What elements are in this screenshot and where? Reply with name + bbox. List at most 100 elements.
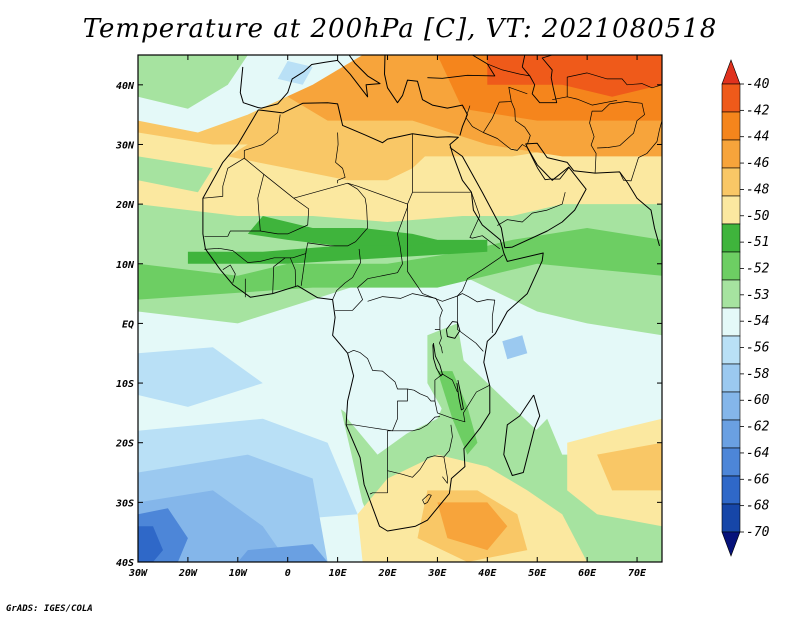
country-border	[289, 257, 297, 287]
field-region	[138, 156, 213, 193]
colorbar-swatch	[721, 223, 741, 253]
country-border	[619, 120, 662, 182]
country-border	[483, 86, 528, 133]
colorbar-label: -56	[746, 341, 770, 356]
field-region	[138, 228, 662, 300]
colorbar-label: -48	[746, 182, 770, 197]
country-border	[457, 296, 484, 352]
country-border	[589, 101, 645, 174]
country-border	[387, 424, 453, 478]
lon-tick-label: 50E	[528, 568, 547, 579]
temperature-field	[138, 55, 662, 562]
country-border	[407, 204, 504, 302]
country-border	[387, 416, 440, 432]
field-region	[138, 347, 263, 407]
lon-tick-label: 70E	[628, 568, 647, 579]
colorbar-swatch	[721, 475, 741, 505]
lat-tick-label: 30N	[115, 140, 135, 151]
colorbar-top-arrow	[721, 59, 741, 85]
lat-tick-label: 10S	[116, 379, 134, 390]
colorbar-swatch	[721, 167, 741, 197]
country-border	[332, 248, 361, 300]
colorbar-label: -54	[746, 314, 769, 329]
lon-tick-label: 30E	[427, 568, 447, 579]
colorbar-swatch	[721, 279, 741, 309]
country-border	[497, 192, 566, 226]
coastlines-borders	[202, 55, 662, 532]
colorbar-label: -70	[746, 525, 770, 540]
field-region	[427, 323, 563, 491]
colorbar-label: -68	[746, 499, 770, 514]
country-border	[222, 264, 236, 283]
lon-tick-label: 10E	[329, 568, 348, 579]
colorbar-label: -40	[746, 77, 770, 92]
country-border	[369, 430, 388, 495]
field-region	[138, 55, 248, 109]
lat-tick-label: 20S	[115, 439, 134, 450]
colorbar-swatch	[721, 195, 741, 225]
colorbar-swatch	[721, 391, 741, 421]
grads-credit: GrADS: IGES/COLA	[6, 604, 93, 614]
country-border	[510, 101, 531, 145]
lon-tick-label: 30W	[128, 568, 148, 579]
lon-tick-label: 40E	[478, 568, 497, 579]
country-border	[510, 144, 528, 151]
field-region	[237, 544, 328, 562]
lon-tick-label: 0	[285, 568, 291, 579]
colorbar-label: -44	[746, 130, 769, 145]
colorbar-bottom-arrow	[721, 531, 741, 557]
colorbar-swatch	[721, 111, 741, 141]
europe-coastline	[239, 55, 381, 109]
lat-tick-label: 30S	[115, 498, 134, 509]
country-border	[552, 96, 618, 106]
colorbar-swatch	[721, 307, 741, 337]
field-region	[227, 144, 438, 181]
lake-victoria	[445, 321, 461, 339]
colorbar-label: -42	[746, 103, 770, 118]
field-region	[487, 55, 662, 97]
madagascar-coastline	[503, 394, 541, 476]
lat-tick-label: EQ	[122, 319, 134, 330]
lat-tick-label: 40N	[116, 81, 135, 92]
colorbar-label: -60	[746, 393, 770, 408]
turkey-levant-coastline	[384, 55, 468, 136]
country-border	[300, 250, 307, 286]
field-region	[277, 61, 313, 85]
field-region	[502, 335, 528, 360]
colorbar-swatch	[721, 447, 741, 477]
caspian-coastline	[521, 55, 558, 104]
lon-tick-label: 20W	[178, 568, 198, 579]
colorbar-legend: -40 -42 -44 -46 -48 -50 -51 -52 -53 -54 -56 -58 -60 -…	[721, 59, 770, 557]
field-region	[437, 502, 508, 551]
lon-tick-label: 20E	[377, 568, 397, 579]
latitude-axis: 40S 30S 20S 10S EQ 10N 20N 30N 40N	[115, 81, 662, 569]
country-border	[335, 132, 346, 184]
colorbar-swatch	[721, 139, 741, 169]
colorbar-swatch	[721, 503, 741, 533]
colorbar-label: -64	[746, 446, 769, 461]
country-border	[487, 63, 530, 77]
country-border	[422, 494, 432, 505]
colorbar-swatch	[721, 363, 741, 393]
country-border	[442, 456, 448, 484]
colorbar-swatch	[721, 83, 741, 113]
africa-coastline	[202, 102, 544, 532]
colorbar-label: -52	[746, 261, 770, 276]
field-region	[138, 526, 163, 562]
colorbar-label: -50	[746, 209, 770, 224]
country-border	[367, 293, 443, 330]
plot-frame	[137, 54, 663, 563]
black-sea-coast	[427, 55, 496, 79]
colorbar-swatch	[721, 251, 741, 281]
colorbar-swatch	[721, 335, 741, 365]
colorbar-swatch	[721, 419, 741, 449]
country-border	[346, 349, 408, 432]
colorbar-label: -62	[746, 420, 770, 435]
country-border	[566, 72, 662, 97]
colorbar-label: -53	[746, 288, 769, 303]
lat-tick-label: 40S	[116, 558, 134, 569]
field-region	[247, 216, 438, 246]
lake-malawi	[456, 380, 464, 411]
country-border	[434, 329, 443, 354]
